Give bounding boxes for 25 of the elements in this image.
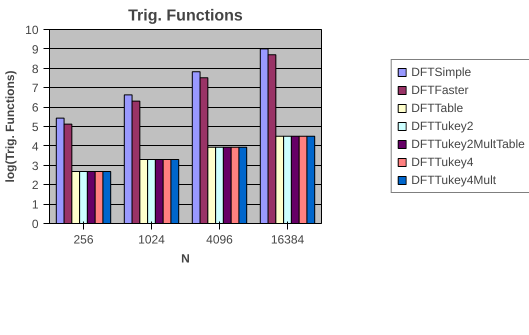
y-tick-label: 9 bbox=[32, 42, 39, 56]
y-tick-label: 1 bbox=[32, 198, 39, 212]
y-tick-label: 10 bbox=[25, 23, 39, 37]
legend-label: DFTSimple bbox=[411, 65, 472, 79]
y-tick-label: 0 bbox=[32, 217, 39, 231]
legend-label: DFTTukey2MultTable bbox=[411, 137, 525, 151]
y-tick-label: 2 bbox=[32, 178, 39, 192]
y-axis-title: log(Trig. Functions) bbox=[3, 70, 18, 182]
x-tick-label: 16384 bbox=[270, 232, 305, 246]
x-tick-label: 1024 bbox=[138, 232, 166, 246]
y-tick-label: 6 bbox=[32, 100, 39, 115]
legend-label: DFTTukey4Mult bbox=[411, 173, 496, 187]
y-tick-label: 8 bbox=[32, 62, 39, 76]
y-tick-label: 4 bbox=[32, 139, 39, 154]
legend-label: DFTTukey2 bbox=[411, 119, 474, 133]
legend-label: DFTFaster bbox=[411, 83, 469, 97]
x-tick-label: 256 bbox=[73, 232, 94, 246]
legend-label: DFTTukey4 bbox=[411, 155, 474, 169]
chart-title: Trig. Functions bbox=[128, 8, 243, 24]
x-axis-title: N bbox=[181, 252, 190, 266]
y-tick-label: 5 bbox=[32, 120, 39, 134]
y-tick-label: 7 bbox=[32, 81, 39, 96]
y-tick-label: 3 bbox=[32, 158, 39, 173]
legend-label: DFTTable bbox=[411, 101, 464, 115]
x-tick-label: 4096 bbox=[206, 232, 234, 246]
